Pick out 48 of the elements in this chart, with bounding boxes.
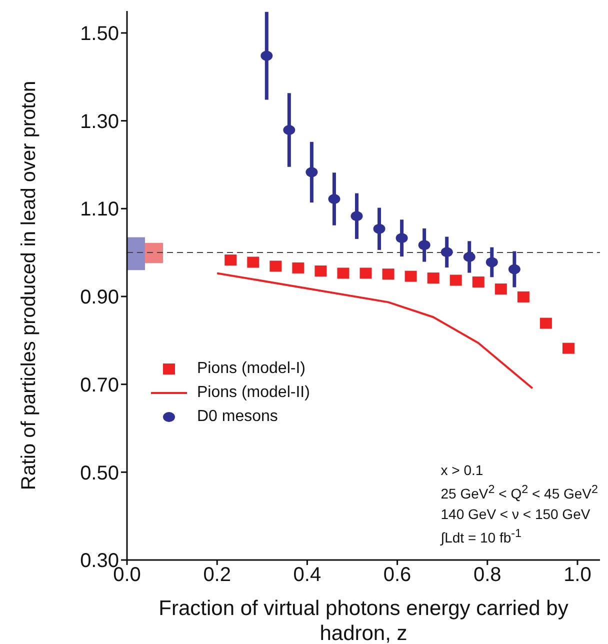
point (360, 268, 372, 279)
annotation: 25 GeV$^{2}$ < Q$^{2}$ < 45 GeV$^{2}$ (440, 482, 598, 504)
y-tick-label: 1.10 (80, 198, 119, 221)
x-tick-label: 0.2 (203, 564, 231, 586)
point (404, 270, 417, 282)
point (418, 240, 430, 250)
point (350, 211, 363, 222)
point (540, 318, 552, 329)
point (396, 233, 408, 244)
point (427, 272, 440, 284)
point (247, 256, 260, 268)
legend-label: Pions (model-II) (197, 384, 310, 402)
x-tick-label: 0.8 (473, 564, 502, 586)
point (270, 260, 282, 272)
y-tick-label: 1.30 (80, 110, 119, 133)
point (314, 266, 327, 277)
x-tick-label: 0.6 (383, 564, 412, 586)
point (517, 291, 530, 302)
point (472, 276, 484, 288)
point (486, 257, 498, 268)
x-axis-title: Fraction of virtual photons energy carried by hadron, z (158, 596, 570, 644)
point (382, 268, 394, 280)
point (440, 247, 453, 258)
point (373, 224, 386, 234)
y-tick-label: 0.70 (80, 374, 119, 396)
point (562, 342, 574, 354)
y-tick-label: 0.90 (80, 286, 119, 309)
point (494, 284, 507, 295)
x-tick-label: 0.4 (293, 564, 322, 586)
annotation: 140 GeV < ν < 150 GeV (440, 504, 592, 524)
y-tick-label: 1.50 (80, 23, 119, 46)
point (463, 252, 476, 262)
point (283, 125, 296, 136)
legend-label: D0 mesons (197, 408, 278, 426)
x-tick-label: 1.0 (564, 564, 592, 586)
annotation: ∫Ldt = 10 fb$^{-1}$ (440, 526, 523, 548)
y-axis-title: Ratio of particles produced in lead over proton (18, 80, 40, 490)
legend-label: Pions (model-I) (197, 360, 306, 378)
point (224, 254, 237, 266)
annotation: x > 0.1 (440, 461, 484, 480)
point (306, 167, 318, 178)
point (328, 194, 340, 204)
point (337, 268, 350, 279)
y-tick-label: 0.50 (80, 462, 119, 484)
point (450, 274, 462, 286)
point (508, 264, 520, 274)
point (292, 262, 304, 274)
point (260, 50, 273, 61)
